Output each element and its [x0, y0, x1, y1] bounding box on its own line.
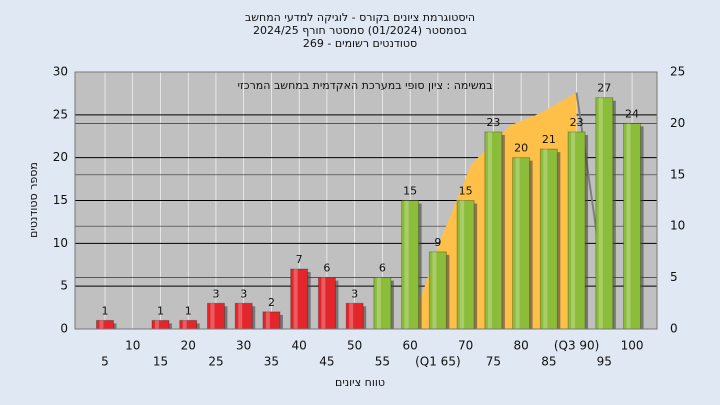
data-label: 23	[570, 116, 584, 129]
bar	[96, 319, 114, 330]
data-label: 3	[240, 287, 247, 300]
data-label: 6	[323, 262, 330, 275]
y-tick-label: 30	[53, 65, 68, 79]
y-axis-title: מספר סטודנטים	[27, 162, 40, 238]
bar-shine	[210, 303, 215, 329]
y-tick-label: 10	[53, 236, 68, 250]
y2-tick-label: 15	[670, 167, 685, 181]
bar	[595, 97, 614, 330]
x-tick-label: 85	[541, 355, 556, 369]
bar	[623, 122, 642, 330]
bar-shine	[571, 131, 576, 329]
y-tick-label: 0	[60, 322, 68, 336]
bar	[317, 277, 336, 330]
bar	[567, 131, 586, 330]
x-tick-label: 40	[292, 339, 307, 353]
bar-shine	[543, 149, 548, 329]
y2-tick-label: 25	[670, 65, 685, 79]
bar-shine	[293, 269, 298, 329]
data-label: 27	[597, 82, 611, 95]
y2-tick-label: 20	[670, 116, 685, 130]
bar	[234, 302, 253, 330]
bar	[206, 302, 225, 330]
bar	[456, 200, 475, 330]
y-tick-label: 5	[60, 279, 68, 293]
bar-shine	[432, 251, 437, 329]
x-tick-label: 15	[153, 355, 168, 369]
data-label: 1	[157, 304, 164, 317]
y-tick-label: 20	[53, 150, 68, 164]
y2-tick-label: 0	[670, 322, 678, 336]
data-label: 15	[459, 185, 473, 198]
plot-border	[74, 71, 658, 330]
bar	[484, 131, 503, 330]
data-label: 1	[185, 304, 192, 317]
x-tick-label: 30	[236, 339, 251, 353]
bar	[151, 319, 170, 330]
bar-shine	[238, 303, 243, 329]
x-tick-label: (Q1 65)	[415, 355, 461, 369]
x-tick-label: 50	[347, 339, 362, 353]
x-tick-label: 35	[264, 355, 279, 369]
bar-shine	[99, 320, 104, 329]
x-tick-label: 55	[375, 355, 390, 369]
x-tick-label: 70	[458, 339, 473, 353]
data-label: 23	[486, 116, 500, 129]
data-label: 15	[403, 185, 417, 198]
y-tick-label: 25	[53, 107, 68, 121]
bar-shine	[515, 157, 520, 329]
x-tick-label: 45	[319, 355, 334, 369]
annotation: במשימה : ציון סופי במערכת האקדמית במחשב …	[238, 79, 493, 92]
chart-subtitle: בסמסטר (01/2024) סמסטר חורף 2024/25	[253, 24, 467, 37]
data-label: 21	[542, 133, 556, 146]
data-label: 1	[102, 304, 109, 317]
y2-tick-label: 10	[670, 219, 685, 233]
bar-shine	[349, 303, 354, 329]
data-label: 7	[296, 253, 303, 266]
bar	[512, 157, 531, 330]
bar	[262, 311, 281, 330]
x-tick-label: 80	[513, 339, 528, 353]
bar-shine	[487, 131, 492, 329]
bar	[290, 268, 309, 330]
x-tick-label: (Q3 90)	[554, 339, 600, 353]
x-tick-label: 100	[621, 339, 644, 353]
x-tick-label: 75	[486, 355, 501, 369]
data-label: 6	[379, 262, 386, 275]
data-label: 9	[434, 236, 441, 249]
bar	[179, 319, 198, 330]
x-axis-title: טווח ציונים	[335, 376, 385, 389]
bar-shine	[321, 277, 326, 329]
bar-shine	[598, 97, 603, 329]
data-label: 2	[268, 296, 275, 309]
bar-shine	[460, 200, 465, 329]
bar-shine	[154, 320, 159, 329]
bar	[345, 302, 364, 330]
chart-subtitle: סטודנטים רשומים - 269	[303, 37, 417, 50]
y2-tick-label: 5	[670, 270, 678, 284]
data-label: 3	[351, 287, 358, 300]
bar-shine	[376, 277, 381, 329]
x-tick-label: 95	[597, 355, 612, 369]
bar	[401, 200, 420, 330]
bar	[539, 148, 558, 330]
bar-shine	[265, 311, 270, 329]
bar-shine	[404, 200, 409, 329]
x-tick-label: 60	[402, 339, 417, 353]
x-tick-label: 10	[125, 339, 140, 353]
y-tick-label: 15	[53, 193, 68, 207]
chart-title: היסטוגרמת ציונים בקורס - לוגיקה למדעי המ…	[245, 11, 475, 24]
bar	[428, 251, 447, 330]
x-tick-label: 5	[101, 355, 109, 369]
data-label: 20	[514, 142, 528, 155]
data-label: 3	[212, 287, 219, 300]
data-label: 24	[625, 107, 639, 120]
x-tick-label: 20	[181, 339, 196, 353]
bar	[373, 277, 392, 330]
bar-shine	[182, 320, 187, 329]
x-tick-label: 25	[208, 355, 223, 369]
bar-shine	[626, 123, 631, 330]
